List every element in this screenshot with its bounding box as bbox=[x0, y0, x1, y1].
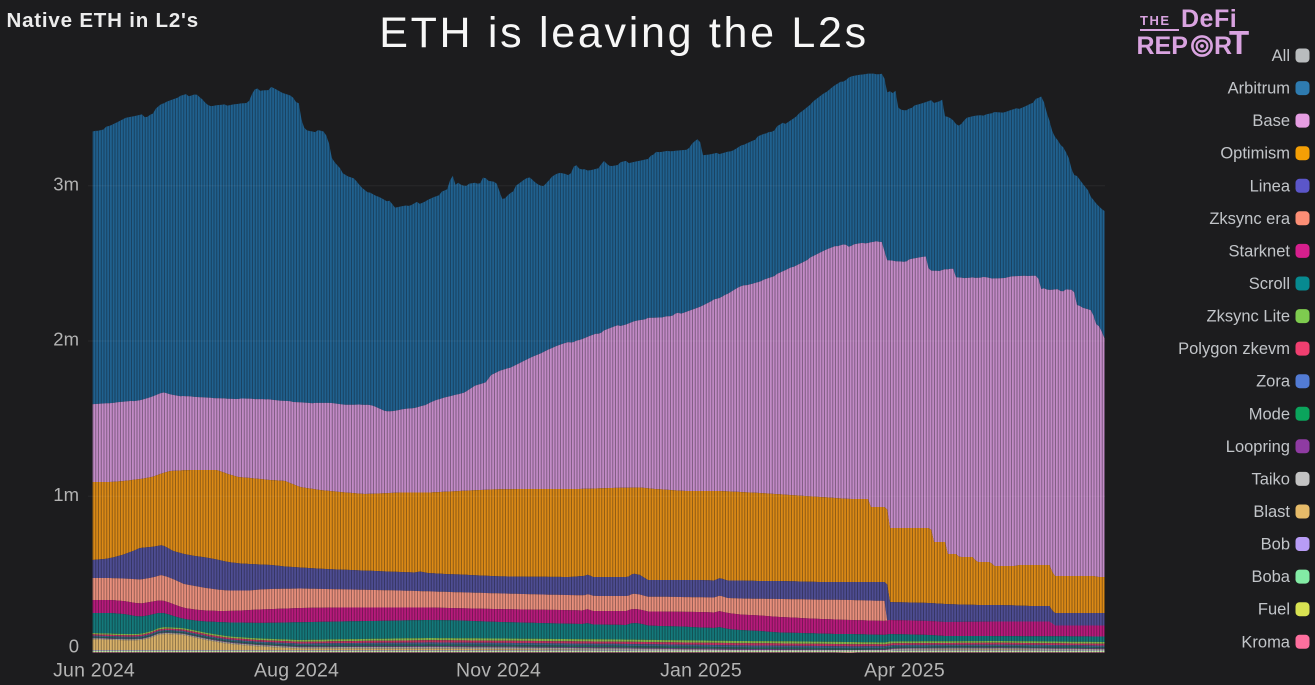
svg-text:Apr 2025: Apr 2025 bbox=[864, 660, 945, 682]
svg-text:Zksync era: Zksync era bbox=[1209, 210, 1291, 228]
svg-text:Base: Base bbox=[1252, 112, 1290, 130]
svg-text:Aug 2024: Aug 2024 bbox=[254, 660, 339, 682]
svg-text:Blast: Blast bbox=[1253, 503, 1290, 521]
svg-text:3m: 3m bbox=[53, 174, 79, 195]
svg-text:Starknet: Starknet bbox=[1229, 242, 1291, 260]
svg-text:Zora: Zora bbox=[1256, 373, 1291, 391]
svg-text:Arbitrum: Arbitrum bbox=[1228, 80, 1290, 98]
svg-text:Jun 2024: Jun 2024 bbox=[53, 660, 135, 682]
svg-text:Optimism: Optimism bbox=[1220, 145, 1290, 163]
svg-text:Bob: Bob bbox=[1261, 536, 1290, 554]
svg-text:Fuel: Fuel bbox=[1258, 601, 1290, 619]
svg-text:2m: 2m bbox=[53, 329, 79, 350]
svg-text:Boba: Boba bbox=[1251, 568, 1290, 586]
svg-text:Loopring: Loopring bbox=[1226, 438, 1290, 456]
svg-text:Jan 2025: Jan 2025 bbox=[660, 660, 742, 682]
svg-text:Kroma: Kroma bbox=[1241, 633, 1290, 651]
svg-text:Taiko: Taiko bbox=[1251, 470, 1290, 488]
svg-text:1m: 1m bbox=[53, 484, 79, 505]
svg-text:Zksync Lite: Zksync Lite bbox=[1207, 308, 1290, 326]
svg-text:Linea: Linea bbox=[1250, 177, 1291, 195]
svg-text:Scroll: Scroll bbox=[1249, 275, 1290, 293]
svg-text:Mode: Mode bbox=[1249, 405, 1290, 423]
svg-text:Native ETH in L2's: Native ETH in L2's bbox=[7, 9, 199, 32]
svg-text:Nov 2024: Nov 2024 bbox=[456, 660, 541, 682]
svg-text:Polygon zkevm: Polygon zkevm bbox=[1178, 340, 1290, 358]
svg-text:All: All bbox=[1272, 47, 1290, 65]
svg-text:0: 0 bbox=[69, 636, 79, 657]
svg-text:ETH is leaving the L2s: ETH is leaving the L2s bbox=[379, 9, 869, 57]
